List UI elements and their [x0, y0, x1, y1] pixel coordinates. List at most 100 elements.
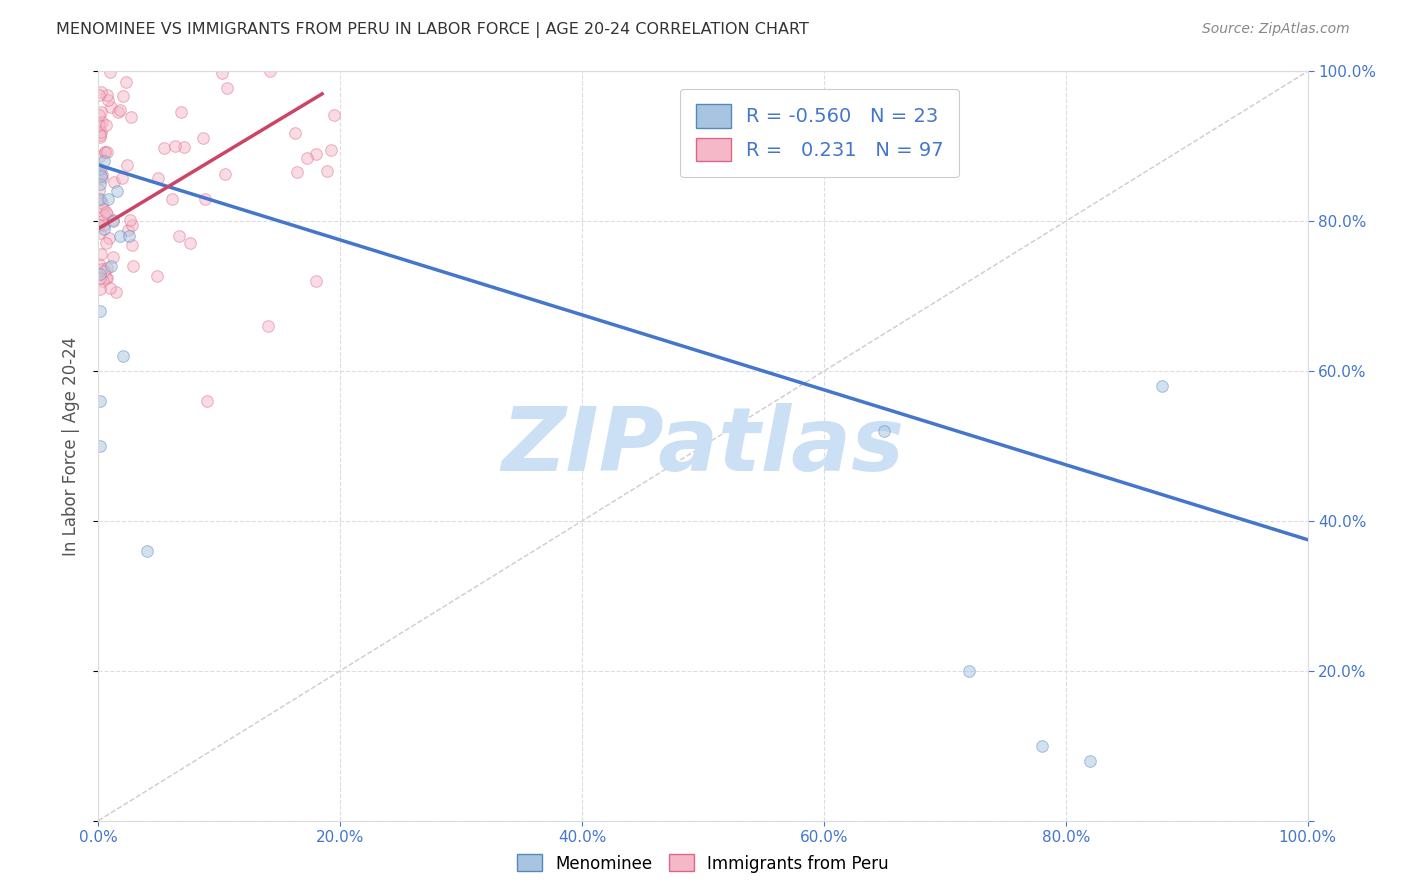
Point	[89, 161, 111, 176]
Point	[173, 140, 195, 154]
Point	[90, 262, 112, 277]
Point	[101, 250, 124, 264]
Point	[285, 165, 308, 179]
Point	[89, 304, 111, 318]
Point	[256, 319, 278, 334]
Point	[89, 394, 111, 409]
Point	[107, 105, 129, 120]
Point	[94, 271, 117, 285]
Text: Source: ZipAtlas.com: Source: ZipAtlas.com	[1202, 22, 1350, 37]
Point	[91, 201, 114, 215]
Point	[87, 257, 110, 271]
Point	[169, 228, 191, 243]
Point	[111, 170, 134, 185]
Point	[97, 94, 120, 108]
Point	[94, 118, 117, 132]
Point	[90, 85, 112, 99]
Point	[146, 269, 169, 284]
Point	[957, 664, 980, 678]
Point	[94, 145, 117, 159]
Point	[120, 213, 142, 227]
Point	[121, 259, 143, 273]
Point	[305, 274, 328, 288]
Point	[98, 65, 121, 79]
Point	[191, 131, 214, 145]
Legend: Menominee, Immigrants from Peru: Menominee, Immigrants from Peru	[510, 847, 896, 880]
Point	[89, 193, 111, 207]
Point	[97, 192, 120, 206]
Point	[89, 125, 111, 139]
Point	[96, 270, 118, 285]
Point	[105, 184, 128, 198]
Point	[121, 218, 143, 232]
Point	[91, 274, 114, 288]
Point	[93, 208, 115, 222]
Point	[1031, 739, 1053, 753]
Point	[90, 171, 112, 186]
Point	[315, 164, 337, 178]
Point	[297, 151, 319, 165]
Point	[90, 247, 112, 261]
Point	[93, 264, 115, 278]
Point	[121, 238, 143, 252]
Point	[98, 281, 121, 295]
Point	[1152, 379, 1174, 393]
Point	[89, 439, 111, 453]
Point	[96, 207, 118, 221]
Point	[97, 231, 120, 245]
Y-axis label: In Labor Force | Age 20-24: In Labor Force | Age 20-24	[62, 336, 80, 556]
Point	[94, 205, 117, 219]
Point	[89, 271, 111, 285]
Text: MENOMINEE VS IMMIGRANTS FROM PERU IN LABOR FORCE | AGE 20-24 CORRELATION CHART: MENOMINEE VS IMMIGRANTS FROM PERU IN LAB…	[56, 22, 808, 38]
Text: ZIPatlas: ZIPatlas	[502, 402, 904, 490]
Point	[90, 125, 112, 139]
Point	[90, 115, 112, 129]
Point	[87, 118, 110, 132]
Point	[211, 66, 233, 80]
Point	[89, 177, 111, 191]
Point	[91, 196, 114, 211]
Point	[93, 218, 115, 232]
Point	[214, 167, 236, 181]
Point	[322, 108, 344, 122]
Point	[90, 169, 112, 184]
Point	[89, 192, 111, 206]
Point	[104, 285, 127, 299]
Point	[112, 88, 135, 103]
Point	[108, 103, 131, 118]
Point	[91, 167, 114, 181]
Point	[87, 183, 110, 197]
Point	[89, 108, 111, 122]
Point	[89, 226, 111, 240]
Point	[93, 221, 115, 235]
Legend: R = -0.560   N = 23, R =   0.231   N = 97: R = -0.560 N = 23, R = 0.231 N = 97	[681, 88, 959, 177]
Point	[89, 149, 111, 163]
Point	[87, 88, 110, 103]
Point	[1078, 754, 1101, 768]
Point	[120, 110, 142, 124]
Point	[100, 259, 122, 273]
Point	[305, 147, 328, 161]
Point	[259, 64, 281, 78]
Point	[873, 424, 896, 438]
Point	[89, 167, 111, 181]
Point	[94, 236, 117, 251]
Point	[160, 193, 183, 207]
Point	[108, 229, 131, 244]
Point	[89, 267, 111, 281]
Point	[165, 138, 187, 153]
Point	[111, 349, 134, 363]
Point	[195, 394, 218, 409]
Point	[96, 145, 118, 160]
Point	[153, 141, 176, 155]
Point	[194, 192, 217, 206]
Point	[117, 223, 139, 237]
Point	[135, 544, 157, 558]
Point	[321, 143, 343, 157]
Point	[118, 229, 141, 244]
Point	[103, 213, 125, 227]
Point	[114, 75, 136, 89]
Point	[96, 260, 118, 275]
Point	[89, 128, 111, 143]
Point	[179, 236, 201, 251]
